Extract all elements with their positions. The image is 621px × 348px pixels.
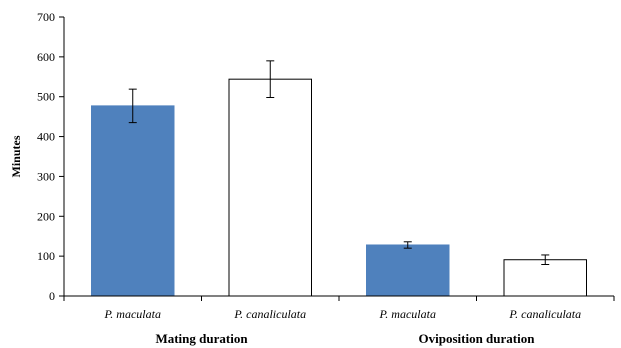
y-tick-label: 100 bbox=[37, 249, 55, 263]
category-label-0: P. maculata bbox=[104, 307, 161, 321]
group-label-0: Mating duration bbox=[155, 331, 248, 346]
category-labels: P. maculata P. canaliculata P. maculata P. … bbox=[104, 307, 582, 321]
y-tick-label: 700 bbox=[37, 10, 55, 24]
y-tick-label: 200 bbox=[37, 209, 55, 223]
y-tick-label: 400 bbox=[37, 130, 55, 144]
x-axis-ticks bbox=[63, 296, 615, 301]
y-axis-title: Minutes bbox=[9, 135, 23, 177]
bar-0 bbox=[91, 105, 175, 297]
category-label-3: P. canaliculata bbox=[508, 307, 581, 321]
category-label-1: P. canaliculata bbox=[233, 307, 306, 321]
bar-3 bbox=[503, 259, 587, 297]
category-label-2: P. maculata bbox=[379, 307, 436, 321]
bars-layer bbox=[91, 78, 587, 297]
y-tick-label: 300 bbox=[37, 169, 55, 183]
group-labels: Mating duration Oviposition duration bbox=[155, 331, 535, 346]
group-label-1: Oviposition duration bbox=[419, 331, 536, 346]
bar-2 bbox=[366, 244, 450, 297]
y-tick-label: 500 bbox=[37, 90, 55, 104]
y-axis-ticks: 0 100 200 300 400 500 600 700 bbox=[37, 10, 64, 303]
y-tick-label: 600 bbox=[37, 50, 55, 64]
y-tick-label: 0 bbox=[49, 289, 55, 303]
error-bars-layer bbox=[128, 60, 550, 266]
bar-1 bbox=[228, 78, 312, 297]
